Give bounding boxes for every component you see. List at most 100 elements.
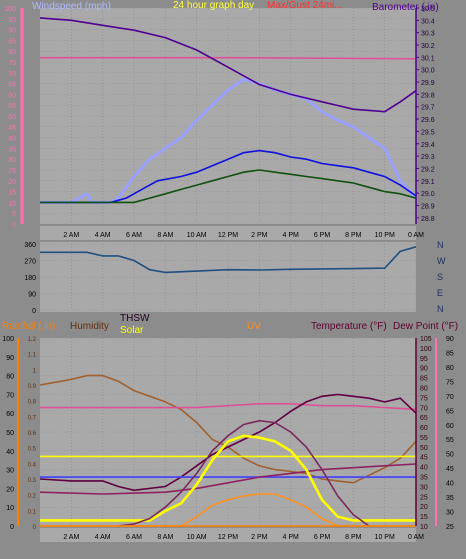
dir-y-tick-label: 180	[24, 275, 36, 282]
wind-header-left: Windspeed (mph)	[32, 1, 111, 12]
x-tick-label-wind: 4 AM	[95, 232, 111, 239]
wind-y-tick-label: 25	[8, 168, 16, 175]
baro-y-tick-label: 29.7	[421, 105, 435, 112]
wind-y-tick-label: 85	[8, 38, 16, 45]
x-tick-label-temp: 4 PM	[282, 534, 299, 541]
solar-header: Solar	[120, 325, 144, 336]
wind-series-4	[39, 17, 417, 113]
wind-y-tick-label: 75	[8, 60, 16, 67]
rain-y-tick-label: 1.2	[28, 337, 37, 343]
temp-y-tick-label: 55	[420, 435, 428, 442]
humidity-y-tick-label: 30	[6, 468, 14, 475]
x-tick-label-temp: 12 PM	[218, 534, 238, 541]
far-right-y-tick-label: 90	[446, 336, 454, 343]
temp-series-5	[39, 463, 417, 495]
temp-header: Temperature (°F)	[311, 321, 387, 332]
far-right-y-tick-label: 60	[446, 423, 454, 430]
x-tick-label-dir: 12 PM	[218, 0, 238, 2]
x-tick-label-wind: 8 PM	[345, 232, 362, 239]
humidity-y-tick-label: 90	[6, 355, 14, 362]
humidity-y-tick-label: 20	[6, 486, 14, 493]
humidity-y-tick-label: 40	[6, 449, 14, 456]
wind-y-tick-label: 45	[8, 125, 16, 132]
dir-y-tick-label: 360	[24, 242, 36, 249]
humidity-y-tick-label: 100	[2, 336, 14, 343]
rain-y-tick-label: 1.1	[28, 353, 37, 359]
x-tick-label-dir: 0 AM	[408, 0, 424, 2]
baro-y-tick-label: 29.5	[421, 129, 435, 136]
x-tick-label-temp: 8 PM	[345, 534, 362, 541]
x-tick-label-temp: 2 AM	[63, 534, 79, 541]
far-right-y-tick-label: 55	[446, 437, 454, 444]
temp-y-tick-label: 75	[420, 395, 428, 402]
rain-y-tick-label: 0.4	[28, 462, 37, 468]
rain-y-tick-label: 0	[33, 525, 37, 531]
x-tick-label-dir: 10 AM	[187, 0, 207, 2]
wind-y-tick-label: 50	[8, 114, 16, 121]
x-tick-label-wind: 0 AM	[408, 232, 424, 239]
rain-y-tick-label: 0.6	[28, 431, 37, 437]
wind-header-center: 24 hour graph day	[173, 0, 254, 11]
far-right-y-tick-label: 75	[446, 379, 454, 386]
far-right-y-tick-label: 85	[446, 350, 454, 357]
wind-y-tick-label: 80	[8, 49, 16, 56]
x-tick-label-wind: 2 PM	[251, 232, 268, 239]
x-tick-label-temp: 6 PM	[314, 534, 331, 541]
rain-y-tick-label: 0.3	[28, 478, 37, 484]
x-tick-label-dir: 2 PM	[251, 0, 268, 2]
humidity-y-tick-label: 10	[6, 505, 14, 512]
temp-y-tick-label: 70	[420, 405, 428, 412]
temp-y-tick-label: 105	[420, 336, 432, 343]
far-right-y-tick-label: 40	[446, 481, 454, 488]
humidity-y-tick-label: 70	[6, 392, 14, 399]
temp-series-8	[40, 493, 416, 527]
temp-y-tick-label: 40	[420, 465, 428, 472]
baro-y-tick-label: 29.9	[421, 80, 435, 87]
compass-label: N	[437, 240, 444, 250]
temp-y-tick-label: 50	[420, 445, 428, 452]
x-tick-label-dir: 2 AM	[63, 0, 79, 2]
wind-y-tick-label: 15	[8, 190, 16, 197]
x-tick-label-wind: 2 AM	[63, 232, 79, 239]
temp-y-tick-label: 45	[420, 455, 428, 462]
wind-y-tick-label: 0	[12, 222, 16, 229]
baro-y-tick-label: 30.1	[421, 55, 435, 62]
x-tick-label-dir: 10 PM	[375, 0, 395, 2]
far-right-y-tick-label: 80	[446, 365, 454, 372]
wind-y-tick-label: 95	[8, 17, 16, 24]
baro-y-tick-label: 29.1	[421, 179, 435, 186]
wind-y-tick-label: 90	[8, 28, 16, 35]
humidity-y-tick-label: 0	[10, 524, 14, 531]
rain-y-tick-label: 0.7	[28, 415, 37, 421]
compass-label: N	[437, 304, 444, 314]
wind-xaxis-strip	[40, 226, 416, 240]
compass-label: E	[437, 288, 443, 298]
temp-y-tick-label: 65	[420, 415, 428, 422]
baro-y-tick-label: 29.8	[421, 92, 435, 99]
far-right-y-tick-label: 65	[446, 408, 454, 415]
x-tick-label-temp: 4 AM	[95, 534, 111, 541]
wind-series-1	[40, 149, 417, 204]
rain-y-tick-label: 0.9	[28, 384, 37, 390]
wind-y-tick-label: 40	[8, 136, 16, 143]
x-tick-label-wind: 10 AM	[187, 232, 207, 239]
rain-y-tick-label: 0.5	[28, 447, 37, 453]
wind-series-2	[40, 169, 417, 204]
temp-series-1	[40, 403, 417, 411]
dir-y-tick-label: 270	[24, 259, 36, 266]
wind-y-tick-label: 5	[12, 211, 16, 218]
baro-y-tick-label: 30.5	[421, 6, 435, 13]
uv-header: UV	[247, 321, 261, 332]
wind-y-tick-label: 35	[8, 146, 16, 153]
humidity-y-tick-label: 50	[6, 430, 14, 437]
dir-series-0	[40, 246, 417, 274]
x-tick-label-temp: 0 AM	[408, 534, 424, 541]
wind-y-tick-label: 20	[8, 179, 16, 186]
dir-y-tick-label: 90	[28, 292, 36, 299]
far-right-y-tick-label: 50	[446, 452, 454, 459]
x-tick-label-dir: 4 AM	[95, 0, 111, 2]
humidity-y-tick-label: 80	[6, 374, 14, 381]
baro-y-tick-label: 28.9	[421, 203, 435, 210]
wind-header-right: Barometer (.in)	[372, 2, 439, 13]
